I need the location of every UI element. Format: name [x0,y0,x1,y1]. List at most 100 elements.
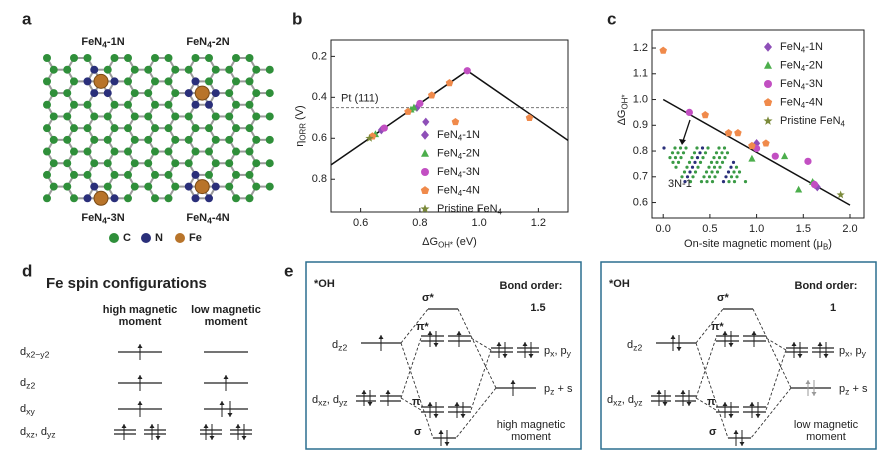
nitrogen-atom [211,182,220,191]
nitrogen-atom [191,100,200,109]
electron-arrow-head [722,402,728,406]
nitrogen-atom [110,194,119,203]
electron-arrow-head [823,354,829,358]
carbon-atom [43,170,51,179]
y-tick-label: 0.7 [633,171,648,183]
carbon-atom [252,182,261,191]
inset-atom [724,175,728,179]
inset-arrow-head [679,139,686,145]
electron-arrow-head [749,402,755,406]
carbon-atom [211,135,220,144]
inset-atom [685,165,689,169]
nitrogen-atom [90,65,99,74]
electron-arrow-head [444,442,450,446]
legend-label-part: -4N [462,184,480,196]
orbital-label: π [707,396,716,408]
electron-arrow-head [137,344,143,348]
inset-atom [706,146,710,150]
y-tick-label: 0.6 [312,132,327,144]
inset-atom [722,146,727,150]
y-tick-label: 0.9 [633,119,648,131]
structure-label: FeN4-4N [186,212,229,226]
correlation-line [765,337,787,351]
inset-atom [678,146,683,150]
structure-label-part: -3N [107,212,125,224]
carbon-atom [83,170,92,179]
orbital-label-part: p [839,345,845,357]
carbon-atom [130,182,139,191]
inset-atom [700,146,705,150]
carbon-atom [164,170,173,179]
x-tick-label: 0.8 [412,217,427,229]
inset-atom [727,180,731,184]
panel-letter: b [292,9,302,28]
nitrogen-atom [184,89,193,98]
point [685,108,693,117]
carbon-atom [225,159,234,168]
orbital-label-part: yz [634,398,643,408]
point [422,117,430,127]
inset-atom [715,160,719,164]
carbon-atom [110,54,119,62]
x-axis-label-part: ) [828,238,832,250]
panel-letter: c [607,9,616,28]
point [748,154,756,162]
carbon-atom [171,65,180,74]
carbon-atom [151,100,159,109]
correlation-line [400,397,422,411]
carbon-atom [245,77,254,86]
carbon-atom [232,147,240,156]
x-axis-label-part: ΔG [422,236,438,248]
carbon-atom [130,112,139,121]
legend-label-part: -4N [805,96,823,108]
carbon-atom [164,194,173,203]
nitrogen-atom [211,89,220,98]
orbital-label-part: xz [26,430,35,440]
inset-atom [695,156,700,160]
y-tick-label: 0.2 [312,50,327,62]
legend-label: FeN4-4N [780,96,823,109]
panel-letter: e [284,261,293,280]
carbon-atom [63,65,72,74]
correlation-line [752,308,792,389]
inset-atom [673,156,678,160]
adsorbate-label: *OH [609,278,630,290]
inset-atom [693,160,697,164]
carbon-atom [205,54,213,62]
orbital-label-part: d [20,403,26,415]
structure-label-part: FeN [186,36,207,48]
carbon-atom [252,65,261,74]
legend-label-part: -3N [462,166,480,178]
carbon-atom [171,112,180,121]
electron-arrow-head [385,390,391,394]
orbital-label: dxz, dyz [607,394,643,408]
nitrogen-atom [90,182,99,191]
point [795,185,803,193]
orbital-label-part: z2 [633,343,642,353]
orbital-label: px, py [839,345,867,359]
carbon-atom [205,170,213,179]
legend-marker [764,42,772,52]
x-tick-label: 1.2 [531,217,546,229]
carbon-atom [225,182,234,191]
inset-atom [723,156,727,160]
carbon-atom [90,159,99,168]
inset-atom [683,180,687,184]
electron-arrow-head [241,436,247,440]
legend-label-part: FeN [437,166,458,178]
carbon-atom [70,54,78,62]
carbon-atom [184,65,193,74]
carbon-atom [130,89,139,98]
electron-arrow-head [755,414,761,418]
x-axis-label: ΔGOH* (eV) [422,236,477,249]
legend-atom [141,233,151,243]
carbon-atom [265,65,274,74]
carbon-atom [265,89,274,98]
structure-label-part: 4 [207,40,212,50]
carbon-atom [245,54,254,62]
legend-label-part: -1N [462,129,480,141]
carbon-atom [70,77,78,86]
orbital-label: dz2 [332,339,347,353]
orbital-label: π* [416,321,429,333]
